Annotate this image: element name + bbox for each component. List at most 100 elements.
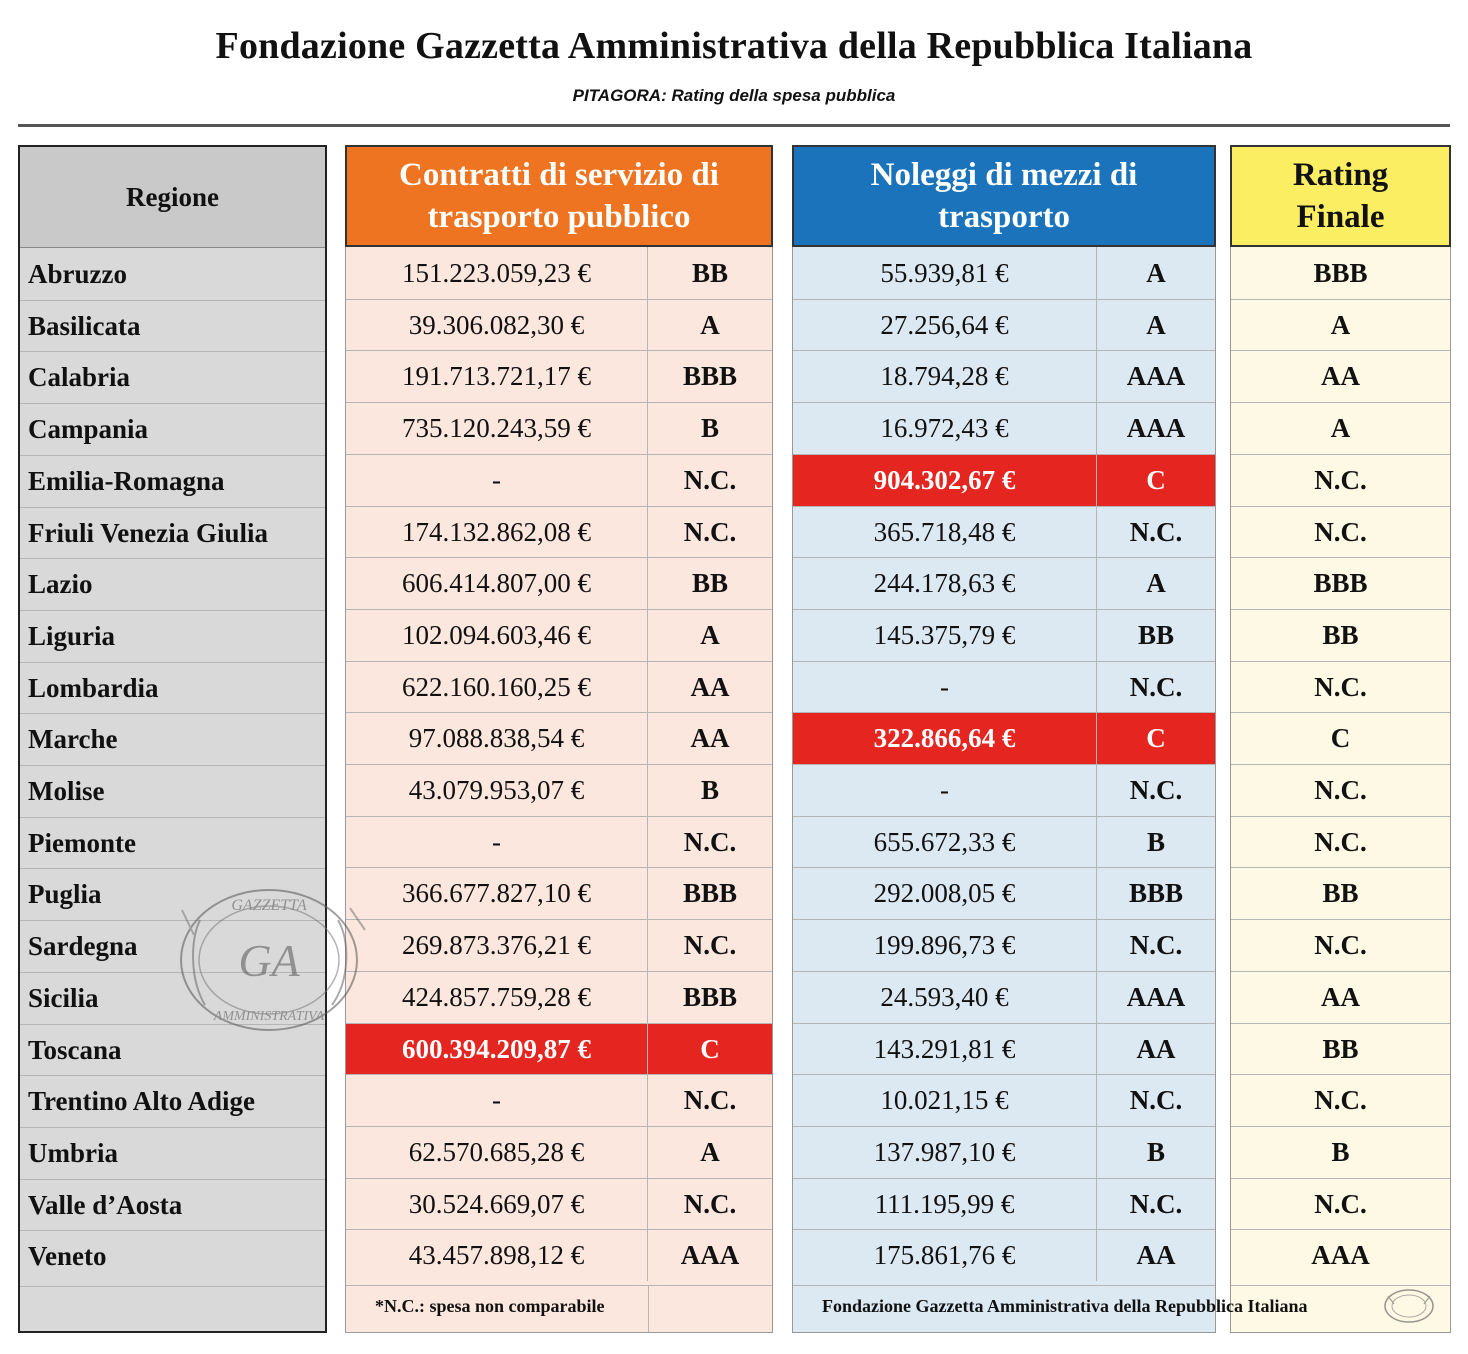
noleggi-rating: B	[1146, 826, 1165, 857]
footnote-nc: *N.C.: spesa non comparabile	[375, 1296, 605, 1316]
table-row: - N.C.	[346, 1074, 772, 1127]
table-row: A	[1231, 402, 1450, 454]
rating-finale-header-line2: Finale	[1296, 199, 1385, 235]
noleggi-value: 322.866,64 €	[793, 713, 1097, 765]
regione-name: Sardegna	[28, 931, 138, 962]
seal-ring-top: GAZZETTA	[231, 897, 307, 914]
noleggi-value: 111.195,99 €	[793, 1178, 1097, 1230]
table-row: 606.414.807,00 € BB	[346, 557, 772, 610]
table-row: Friuli Venezia Giulia	[20, 506, 325, 559]
noleggi-value: 55.939,81 €	[793, 247, 1097, 299]
regione-header: Regione	[20, 147, 325, 248]
regione-name: Abruzzo	[28, 258, 127, 289]
table-row: 191.713.721,17 € BBB	[346, 350, 772, 403]
noleggi-value: 16.972,43 €	[793, 403, 1097, 455]
table-row: Calabria	[20, 351, 325, 403]
table-row: Trentino Alto Adige	[20, 1075, 325, 1127]
noleggi-value: 18.794,28 €	[793, 351, 1097, 403]
rating-finale-footer-row	[1231, 1285, 1450, 1331]
contratti-rating: C	[648, 1023, 772, 1075]
contratti-header: Contratti di servizio di trasporto pubbl…	[345, 145, 773, 247]
rating-finale-header-line1: Rating	[1292, 157, 1389, 193]
table-row: 102.094.603,46 € A	[346, 608, 772, 661]
noleggi-value: 175.861,76 €	[793, 1230, 1097, 1282]
contratti-footer-divider	[648, 1286, 649, 1332]
table-row: N.C.	[1231, 764, 1450, 816]
contratti-value: 269.873.376,21 €	[346, 920, 648, 972]
header-divider	[18, 124, 1450, 127]
contratti-rating: N.C.	[683, 1085, 737, 1116]
seal-ring-bottom: AMMINISTRATIVA	[213, 1009, 325, 1024]
table-row: 735.120.243,59 € B	[346, 402, 772, 455]
table-row: BB	[1231, 1022, 1450, 1075]
table-row: N.C.	[1231, 1177, 1450, 1230]
table-row: AA	[1231, 350, 1450, 402]
contratti-value: 424.857.759,28 €	[346, 971, 648, 1023]
noleggi-header: Noleggi di mezzi di trasporto	[792, 145, 1216, 247]
table-row: 24.593,40 € AAA	[793, 970, 1215, 1023]
contratti-value: 43.079.953,07 €	[346, 765, 648, 816]
noleggi-rating: A	[1146, 257, 1166, 288]
table-row: Liguria	[20, 609, 325, 662]
rating-finale-value: BBB	[1313, 257, 1368, 288]
regione-name: Trentino Alto Adige	[28, 1086, 256, 1117]
table-row: 55.939,81 € A	[793, 247, 1215, 299]
table-row: Basilicata	[20, 299, 325, 352]
contratti-rating: A	[700, 309, 720, 340]
table-row: B	[1231, 1125, 1450, 1178]
regione-column: Regione Abruzzo Basilicata Calabria Campani…	[18, 145, 327, 1333]
contratti-value: 151.223.059,23 €	[346, 247, 648, 299]
contratti-value: -	[346, 816, 648, 868]
table-row: BBB	[1231, 247, 1450, 299]
contratti-value: 622.160.160,25 €	[346, 661, 648, 713]
contratti-value: 366.677.827,10 €	[346, 868, 648, 920]
contratti-rating: B	[700, 413, 719, 444]
noleggi-rating: C	[1097, 454, 1215, 506]
table-row: 199.896,73 € N.C.	[793, 919, 1215, 972]
rating-finale-header: Rating Finale	[1230, 145, 1451, 247]
table-row: 62.570.685,28 € A	[346, 1125, 772, 1178]
regione-name: Umbria	[28, 1137, 118, 1168]
rating-finale-value: N.C.	[1314, 464, 1367, 495]
noleggi-value: -	[793, 661, 1097, 713]
table-row: - N.C.	[346, 815, 772, 868]
table-row: Sardegna	[20, 920, 325, 972]
contratti-rating: N.C.	[683, 826, 737, 857]
noleggi-rating: BBB	[1128, 878, 1184, 909]
regione-name: Lombardia	[28, 672, 159, 703]
table-row: 175.861,76 € AA	[793, 1229, 1215, 1282]
table-row: Campania	[20, 403, 325, 455]
noleggi-rating: AAA	[1126, 981, 1186, 1012]
noleggi-value: 27.256,64 €	[793, 299, 1097, 351]
table-row: 97.088.838,54 € AA	[346, 712, 772, 765]
contratti-rating: AAA	[680, 1240, 740, 1271]
table-row: AAA	[1231, 1229, 1450, 1281]
noleggi-rating: B	[1146, 1136, 1165, 1167]
contratti-value: 30.524.669,07 €	[346, 1178, 648, 1230]
rating-finale-value: N.C.	[1314, 1188, 1367, 1219]
regione-name: Lazio	[28, 569, 93, 600]
contratti-rating: A	[700, 619, 720, 650]
noleggi-value: 137.987,10 €	[793, 1126, 1097, 1178]
table-row: 600.394.209,87 € C	[346, 1022, 772, 1075]
regione-name: Molise	[28, 776, 105, 806]
contratti-rating: AA	[690, 671, 730, 702]
contratti-value: 62.570.685,28 €	[346, 1126, 648, 1178]
contratti-footer-row	[346, 1285, 772, 1332]
table-row: Valle d’Aosta	[20, 1178, 325, 1231]
table-row: - N.C.	[793, 764, 1215, 816]
contratti-rating: BBB	[682, 981, 738, 1012]
rating-finale-value: BB	[1322, 619, 1359, 650]
table-row: 322.866,64 € C	[793, 712, 1215, 765]
regione-name: Marche	[28, 724, 118, 755]
contratti-value: 735.120.243,59 €	[346, 403, 648, 455]
noleggi-rating: AAA	[1126, 361, 1186, 392]
noleggi-value: 143.291,81 €	[793, 1023, 1097, 1075]
noleggi-rating: N.C.	[1129, 775, 1183, 805]
regione-name: Sicilia	[28, 982, 99, 1013]
noleggi-value: 24.593,40 €	[793, 971, 1097, 1023]
noleggi-rating: N.C.	[1129, 930, 1183, 961]
gazzetta-seal-watermark: GA GAZZETTA AMMINISTRATIVA	[180, 889, 366, 1031]
table-row: 244.178,63 € A	[793, 557, 1215, 610]
regione-name: Piemonte	[28, 827, 136, 858]
